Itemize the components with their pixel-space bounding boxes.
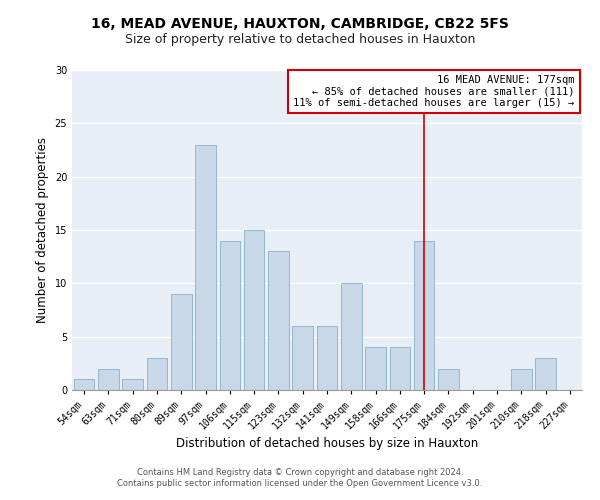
Text: 16 MEAD AVENUE: 177sqm
← 85% of detached houses are smaller (111)
11% of semi-de: 16 MEAD AVENUE: 177sqm ← 85% of detached… <box>293 75 574 108</box>
Bar <box>74 380 94 390</box>
Bar <box>292 326 313 390</box>
Bar <box>244 230 265 390</box>
Bar <box>220 240 240 390</box>
Bar <box>268 252 289 390</box>
Bar <box>171 294 191 390</box>
Bar <box>195 144 216 390</box>
Text: 16, MEAD AVENUE, HAUXTON, CAMBRIDGE, CB22 5FS: 16, MEAD AVENUE, HAUXTON, CAMBRIDGE, CB2… <box>91 18 509 32</box>
Bar <box>535 358 556 390</box>
Bar <box>122 380 143 390</box>
Bar <box>146 358 167 390</box>
Bar <box>438 368 459 390</box>
Bar <box>341 284 362 390</box>
Bar <box>389 348 410 390</box>
Bar <box>365 348 386 390</box>
Bar <box>98 368 119 390</box>
Y-axis label: Number of detached properties: Number of detached properties <box>36 137 49 323</box>
Bar <box>511 368 532 390</box>
X-axis label: Distribution of detached houses by size in Hauxton: Distribution of detached houses by size … <box>176 436 478 450</box>
Bar <box>317 326 337 390</box>
Bar <box>414 240 434 390</box>
Text: Contains HM Land Registry data © Crown copyright and database right 2024.
Contai: Contains HM Land Registry data © Crown c… <box>118 468 482 487</box>
Text: Size of property relative to detached houses in Hauxton: Size of property relative to detached ho… <box>125 32 475 46</box>
